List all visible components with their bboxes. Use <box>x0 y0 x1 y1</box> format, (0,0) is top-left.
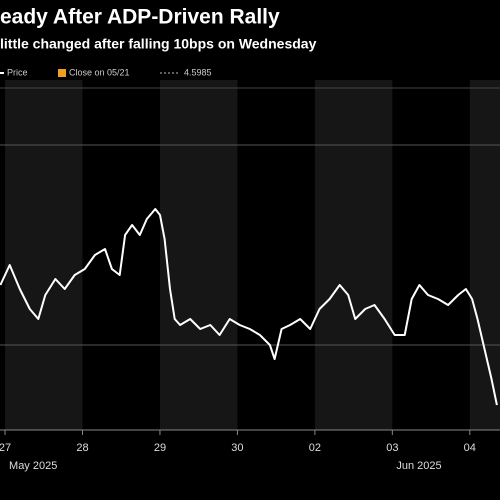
day-band <box>159 80 238 430</box>
x-period-label: Jun 2025 <box>396 460 441 472</box>
legend-label: Price <box>7 67 28 77</box>
x-period-label: May 2025 <box>9 460 57 472</box>
x-tick-label: 29 <box>154 442 166 454</box>
x-tick-label: 28 <box>76 442 88 454</box>
day-band <box>314 80 393 430</box>
x-tick-label: 27 <box>0 442 11 454</box>
x-tick-label: 02 <box>309 442 321 454</box>
x-tick-label: 30 <box>231 442 243 454</box>
legend-value: 4.5985 <box>184 67 212 77</box>
chart-subtitle: little changed after falling 10bps on We… <box>0 36 317 52</box>
day-band <box>469 80 500 430</box>
price-line <box>0 208 498 406</box>
legend-swatch <box>58 69 66 77</box>
x-tick-label: 03 <box>386 442 398 454</box>
x-tick-label: 04 <box>464 442 476 454</box>
day-band <box>5 80 83 430</box>
legend-label: Close on 05/21 <box>69 67 130 77</box>
chart-title: eady After ADP-Driven Rally <box>0 6 280 29</box>
